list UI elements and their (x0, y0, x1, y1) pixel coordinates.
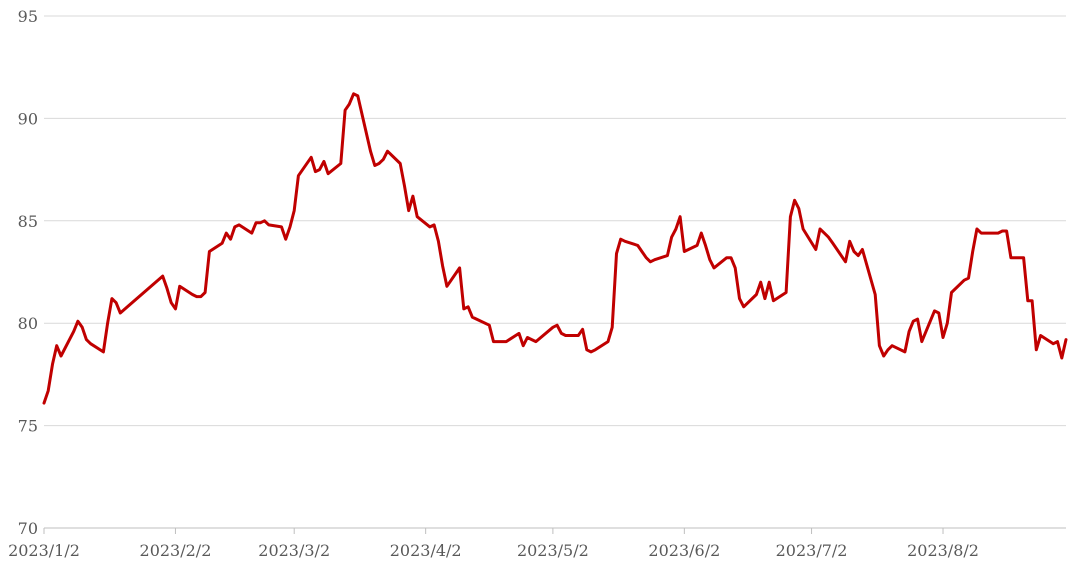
x-tick-label: 2023/7/2 (776, 541, 848, 560)
x-axis-tick-labels: 2023/1/2 2023/2/2 2023/3/2 2023/4/2 2023/5/2… (8, 541, 979, 560)
y-tick-label: 75 (18, 417, 38, 436)
y-axis-tick-labels: 70 75 80 85 90 95 (18, 7, 38, 538)
x-tick-label: 2023/1/2 (8, 541, 80, 560)
x-tick-label: 2023/6/2 (648, 541, 720, 560)
series-line (42, 92, 1068, 405)
y-tick-label: 95 (18, 7, 38, 26)
x-axis (43, 527, 1066, 534)
y-tick-label: 70 (18, 519, 38, 538)
x-tick-label: 2023/3/2 (258, 541, 330, 560)
series-layer (42, 92, 1068, 405)
x-tick-label: 2023/2/2 (140, 541, 212, 560)
y-tick-label: 85 (18, 212, 38, 231)
x-tick-label: 2023/5/2 (517, 541, 589, 560)
x-tick-label: 2023/4/2 (390, 541, 462, 560)
y-tick-label: 90 (18, 109, 38, 128)
x-tick-label: 2023/8/2 (907, 541, 979, 560)
gridlines (44, 15, 1066, 427)
y-tick-label: 80 (18, 314, 38, 333)
